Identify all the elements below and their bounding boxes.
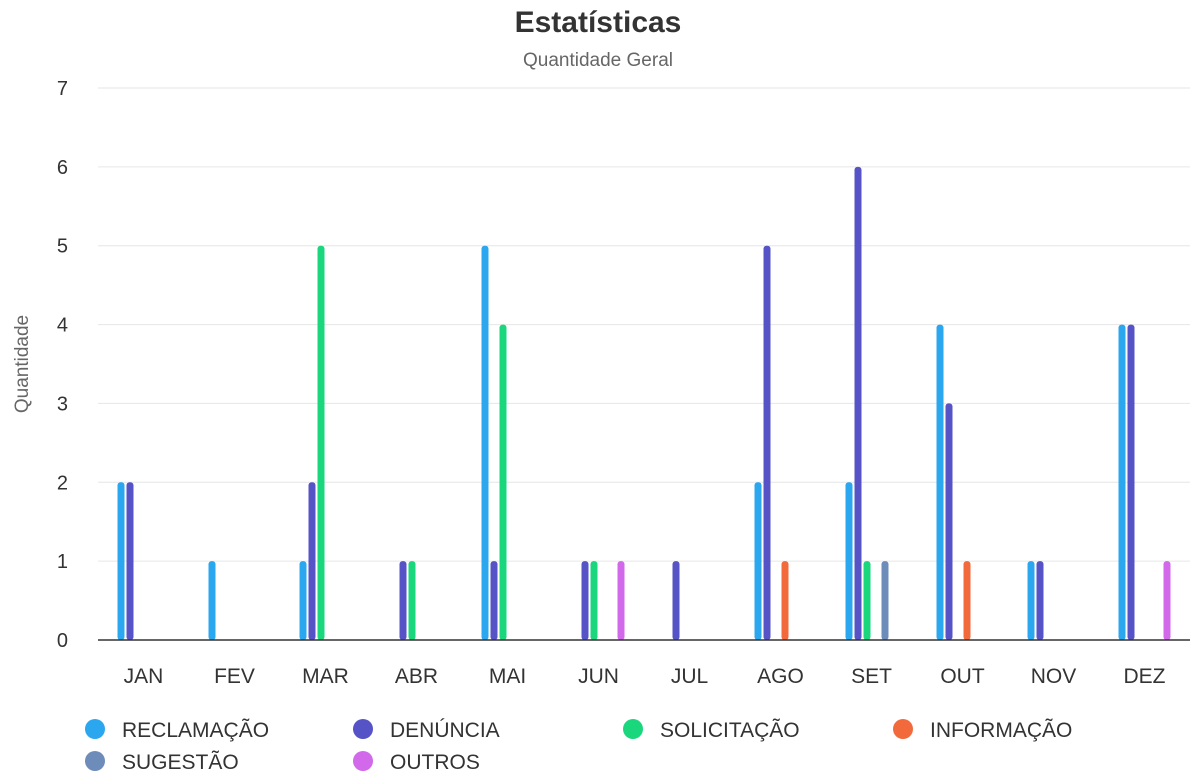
bar-nov-series-1[interactable] xyxy=(1036,561,1044,640)
bar-set-series-1[interactable] xyxy=(854,166,862,640)
bar-mar-series-0[interactable] xyxy=(299,561,307,640)
bar-fev-series-0[interactable] xyxy=(208,561,216,640)
x-tick-label: SET xyxy=(851,665,892,688)
bar-out-series-0[interactable] xyxy=(936,324,944,640)
x-tick-label: NOV xyxy=(1031,665,1077,688)
bar-out-series-3[interactable] xyxy=(963,561,971,640)
bar-set-series-0[interactable] xyxy=(845,482,853,640)
x-tick-label: ABR xyxy=(395,665,438,688)
x-tick-label: FEV xyxy=(214,665,255,688)
legend-item[interactable]: OUTROS xyxy=(353,751,480,773)
bar-jun-series-5[interactable] xyxy=(617,561,625,640)
legend-item[interactable]: SOLICITAÇÃO xyxy=(623,718,800,742)
bar-dez-series-1[interactable] xyxy=(1127,324,1135,640)
y-tick-label: 2 xyxy=(57,472,68,494)
bar-abr-series-2[interactable] xyxy=(408,561,416,640)
y-tick-label: 5 xyxy=(57,236,68,258)
legend-marker xyxy=(353,719,373,739)
x-tick-label: MAR xyxy=(302,665,349,688)
bar-dez-series-5[interactable] xyxy=(1163,561,1171,640)
chart-title: Estatísticas xyxy=(515,6,682,39)
x-tick-label: JUL xyxy=(671,665,708,688)
x-axis-ticks: JAN FEV MAR ABR MAI JUN JUL AGO SET OUT NOV DEZ xyxy=(124,665,1166,688)
legend-marker xyxy=(85,719,105,739)
legend-marker xyxy=(893,719,913,739)
legend-marker xyxy=(623,719,643,739)
legend-label: SOLICITAÇÃO xyxy=(660,718,800,742)
bars xyxy=(117,166,1171,640)
x-tick-label: OUT xyxy=(940,665,985,688)
bar-jan-series-0[interactable] xyxy=(117,482,125,640)
y-tick-label: 7 xyxy=(57,78,68,100)
legend-item[interactable]: INFORMAÇÃO xyxy=(893,718,1072,742)
bar-jul-series-1[interactable] xyxy=(672,561,680,640)
bar-set-series-4[interactable] xyxy=(881,561,889,640)
bar-set-series-2[interactable] xyxy=(863,561,871,640)
bar-mai-series-2[interactable] xyxy=(499,324,507,640)
x-tick-label: DEZ xyxy=(1124,665,1166,688)
legend-label: INFORMAÇÃO xyxy=(930,718,1072,742)
bar-nov-series-0[interactable] xyxy=(1027,561,1035,640)
x-tick-label: AGO xyxy=(757,665,804,688)
bar-jun-series-2[interactable] xyxy=(590,561,598,640)
y-tick-label: 0 xyxy=(57,630,68,652)
x-tick-label: JAN xyxy=(124,665,164,688)
legend-item[interactable]: DENÚNCIA xyxy=(353,719,500,742)
legend-label: SUGESTÃO xyxy=(122,750,239,773)
bar-ago-series-1[interactable] xyxy=(763,245,771,640)
legend-item[interactable]: RECLAMAÇÃO xyxy=(85,718,269,742)
legend-label: OUTROS xyxy=(390,751,480,773)
x-tick-label: MAI xyxy=(489,665,526,688)
legend-label: RECLAMAÇÃO xyxy=(122,718,269,742)
legend: RECLAMAÇÃO DENÚNCIA SOLICITAÇÃO INFORMAÇÃO S… xyxy=(85,718,1072,773)
bar-mai-series-0[interactable] xyxy=(481,245,489,640)
legend-marker xyxy=(353,751,373,771)
y-axis-ticks: 0 1 2 3 4 5 6 7 xyxy=(57,78,68,652)
y-axis-label: Quantidade xyxy=(12,315,33,413)
legend-label: DENÚNCIA xyxy=(390,719,500,742)
bar-mai-series-1[interactable] xyxy=(490,561,498,640)
bar-jun-series-1[interactable] xyxy=(581,561,589,640)
bar-mar-series-2[interactable] xyxy=(317,245,325,640)
legend-item[interactable]: SUGESTÃO xyxy=(85,750,239,773)
legend-marker xyxy=(85,751,105,771)
bar-jan-series-1[interactable] xyxy=(126,482,134,640)
bar-ago-series-3[interactable] xyxy=(781,561,789,640)
grid-lines xyxy=(98,87,1190,562)
bar-mar-series-1[interactable] xyxy=(308,482,316,640)
bar-out-series-1[interactable] xyxy=(945,403,953,640)
x-tick-label: JUN xyxy=(578,665,619,688)
bar-abr-series-1[interactable] xyxy=(399,561,407,640)
bar-ago-series-0[interactable] xyxy=(754,482,762,640)
y-tick-label: 3 xyxy=(57,393,68,415)
y-tick-label: 6 xyxy=(57,157,68,179)
y-tick-label: 4 xyxy=(57,315,68,337)
chart-subtitle: Quantidade Geral xyxy=(523,50,673,71)
bar-dez-series-0[interactable] xyxy=(1118,324,1126,640)
y-tick-label: 1 xyxy=(57,551,68,573)
